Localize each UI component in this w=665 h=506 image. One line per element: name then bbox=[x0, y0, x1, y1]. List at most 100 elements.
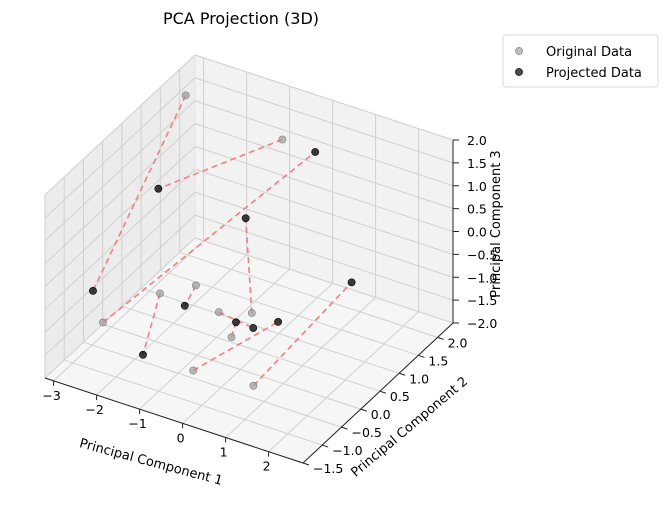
grid-line-z-back bbox=[194, 100, 454, 187]
x-tick-label: −2 bbox=[85, 402, 103, 417]
z-tick-label: 1.5 bbox=[467, 156, 487, 171]
projected-data-point bbox=[241, 214, 250, 223]
y-tick-label: −0.5 bbox=[352, 425, 382, 440]
z-axis-label: Principal Component 3 bbox=[489, 150, 504, 297]
grid-line-y-floor bbox=[160, 269, 419, 356]
x-tick-label: 1 bbox=[220, 445, 228, 460]
grid-line-z-back bbox=[194, 146, 454, 232]
legend-marker-projected bbox=[515, 68, 523, 76]
x-axis-line bbox=[44, 377, 304, 464]
legend: Original Data Projected Data bbox=[502, 34, 659, 88]
original-data-point bbox=[214, 308, 223, 316]
y-axis-line bbox=[302, 322, 454, 464]
z-tick-label: 1.0 bbox=[467, 179, 487, 194]
projected-data-point bbox=[347, 278, 356, 287]
grid-line-y-floor bbox=[102, 323, 361, 410]
y-tick-mark bbox=[398, 372, 406, 376]
y-tick-label: 2.0 bbox=[448, 335, 468, 350]
y-tick-mark bbox=[379, 390, 387, 394]
projection-line bbox=[218, 311, 254, 329]
original-data-point bbox=[181, 91, 190, 100]
axis-lines bbox=[44, 139, 459, 466]
grid-line-y-floor bbox=[121, 305, 381, 392]
y-tick-label: 1.5 bbox=[428, 353, 448, 368]
original-data-point bbox=[249, 381, 258, 390]
chart-title: PCA Projection (3D) bbox=[163, 9, 319, 28]
grid-line-z-back bbox=[194, 123, 454, 210]
grid-line-z-side bbox=[44, 54, 196, 196]
z-tick-label: −0.5 bbox=[467, 247, 497, 262]
projection-line bbox=[92, 95, 187, 292]
grid-line-z-side bbox=[44, 77, 196, 219]
y-tick-label: 0.0 bbox=[371, 407, 391, 422]
legend-marker-original bbox=[515, 47, 523, 55]
grid-line-z-back bbox=[194, 77, 454, 164]
projection-line bbox=[102, 151, 316, 324]
grid-line-x-floor bbox=[139, 268, 290, 410]
grid-line-x-floor bbox=[225, 297, 376, 438]
y-tick-mark bbox=[360, 408, 367, 412]
legend-box bbox=[502, 34, 659, 88]
projection-line bbox=[192, 321, 279, 372]
grid-line-z-side bbox=[44, 191, 196, 333]
y-tick-mark bbox=[341, 426, 348, 430]
original-data-point bbox=[189, 366, 198, 375]
grid-line-z-side bbox=[44, 100, 196, 242]
data-marks bbox=[89, 91, 356, 390]
projected-data-point bbox=[274, 317, 282, 326]
grid-line-z-side bbox=[44, 214, 196, 356]
y-tick-label: −1.5 bbox=[313, 461, 343, 476]
grid-line-y-floor bbox=[179, 251, 438, 338]
grid-line-z-back bbox=[194, 54, 454, 141]
grid-line-y-floor bbox=[64, 359, 323, 446]
grid-line-z-back bbox=[194, 237, 454, 324]
legend-label-original: Original Data bbox=[546, 45, 632, 60]
projection-line bbox=[252, 281, 353, 387]
x-tick-label: 2 bbox=[263, 459, 271, 474]
x-tick-label: 0 bbox=[177, 430, 185, 445]
projected-data-point bbox=[89, 286, 97, 295]
projection-line bbox=[158, 138, 283, 190]
y-tick-label: 1.0 bbox=[409, 371, 429, 386]
projected-data-point bbox=[154, 184, 163, 193]
grid-line-z-back bbox=[194, 168, 454, 255]
grid-line-z-back bbox=[194, 214, 454, 301]
y-tick-mark bbox=[437, 336, 444, 340]
projected-data-point bbox=[249, 324, 258, 332]
grid-line-x-floor bbox=[182, 282, 333, 424]
grid-line-z-side bbox=[44, 146, 196, 287]
z-tick-label: 0.0 bbox=[467, 225, 487, 240]
x-axis-label: Principal Component 1 bbox=[78, 436, 224, 489]
grid-lines bbox=[44, 54, 454, 464]
x-tick-label: −3 bbox=[42, 388, 60, 403]
y-tick-label: 0.5 bbox=[390, 389, 410, 404]
y-tick-mark bbox=[418, 354, 425, 358]
z-tick-label: 0.5 bbox=[467, 202, 487, 217]
y-tick-mark bbox=[322, 444, 329, 448]
z-tick-label: −1.5 bbox=[467, 293, 497, 308]
projected-data-point bbox=[139, 350, 147, 359]
x-tick-label: −1 bbox=[128, 416, 146, 431]
y-tick-label: −1.0 bbox=[332, 443, 362, 458]
grid-line-z-side bbox=[44, 123, 196, 264]
original-data-point bbox=[227, 333, 236, 341]
original-data-point bbox=[247, 309, 256, 317]
original-data-point bbox=[191, 281, 200, 290]
original-data-point bbox=[278, 135, 287, 144]
grid-line-x-floor bbox=[53, 240, 204, 382]
original-data-point bbox=[99, 318, 107, 327]
projected-data-point bbox=[232, 318, 240, 327]
projected-data-point bbox=[180, 301, 189, 310]
grid-line-x-floor bbox=[96, 254, 247, 396]
z-tick-label: −1.0 bbox=[467, 270, 497, 285]
y-tick-mark bbox=[302, 462, 310, 466]
grid-line-y-floor bbox=[83, 341, 342, 428]
projected-data-point bbox=[311, 148, 320, 156]
projection-line bbox=[244, 218, 253, 314]
legend-label-projected: Projected Data bbox=[546, 66, 642, 81]
grid-line-z-side bbox=[44, 169, 196, 310]
grid-line-x-floor bbox=[268, 311, 419, 453]
original-data-point bbox=[156, 289, 164, 298]
